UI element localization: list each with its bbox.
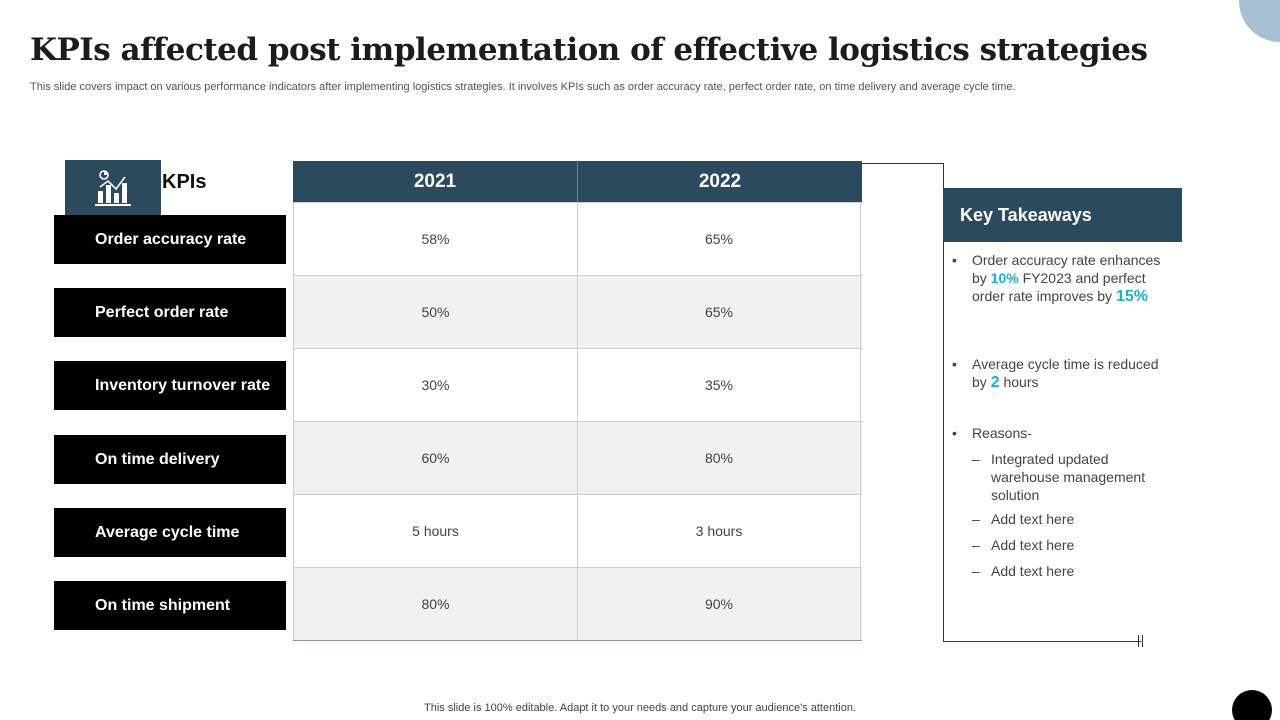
reason-text: Add text here [991,537,1075,553]
table-row: 5 hours 3 hours [293,494,862,567]
panel-end-tick [1138,635,1139,647]
table-cell: 80% [577,422,861,494]
table-cell: 80% [293,568,577,640]
column-header-2021: 2021 [413,170,457,192]
table-row: 58% 65% [293,202,862,275]
takeaway-panel-border [943,163,944,642]
kpi-label-order-accuracy: Order accuracy rate [54,215,286,264]
table-row: 60% 80% [293,421,862,494]
bullet-dot: • [952,356,957,372]
kpi-label-on-time-delivery: On time delivery [54,435,286,484]
table-cell: 3 hours [577,495,861,567]
highlight-value: 15% [1115,288,1148,305]
bullet-dot: • [952,252,957,268]
table-header: 2021 2022 [293,161,862,202]
kpi-label-perfect-order: Perfect order rate [54,288,286,337]
dash-marker: – [972,511,980,527]
takeaway-text: Order accuracy rate enhances by 10% FY20… [972,251,1162,306]
table-cell: 30% [293,349,577,421]
reason-text: Add text here [991,563,1075,579]
decorative-circle-top [1239,0,1280,42]
reason-text: Integrated updated warehouse management … [991,451,1146,503]
dash-marker: – [972,451,980,467]
dash-marker: – [972,563,980,579]
table-cell: 35% [577,349,861,421]
table-cell: 5 hours [293,495,577,567]
takeaway-text: Reasons- [972,425,1032,441]
table-row: 50% 65% [293,275,862,348]
page-title: KPIs affected post implementation of eff… [30,32,1148,68]
footer-note: This slide is 100% editable. Adapt it to… [424,702,856,714]
text-part: Order accuracy rate enhances by [972,252,1161,286]
text-part: FY2023 and perfect order rate improves b… [972,270,1146,304]
connector-line [862,163,943,164]
kpi-icon-box [65,160,161,215]
bullet-dot: • [952,425,957,441]
kpi-label-on-time-shipment: On time shipment [54,581,286,630]
table-row: 30% 35% [293,348,862,421]
kpi-table: 2021 2022 58% 65% 50% 65% 30% 35% 60% 80… [293,161,862,641]
table-cell: 65% [577,276,861,348]
kpi-label-average-cycle-time: Average cycle time [54,508,286,557]
table-row: 80% 90% [293,567,862,640]
table-cell: 50% [293,276,577,348]
kpi-label-inventory-turnover: Inventory turnover rate [54,361,286,410]
takeaway-panel-bottom [943,641,1141,642]
column-header-2022: 2022 [698,170,742,192]
table-cell: 60% [293,422,577,494]
highlight-value: 2 [990,374,1000,391]
text-part: Average cycle time is reduced by [972,356,1159,390]
highlight-value: 10% [990,270,1019,286]
header-divider [577,161,578,202]
takeaway-text: Average cycle time is reduced by 2 hours [972,355,1162,392]
table-cell: 58% [293,203,577,275]
table-cell: 90% [577,568,861,640]
table-cell: 65% [577,203,861,275]
bar-chart-icon [95,169,131,206]
kpi-header-label: KPIs [162,171,207,193]
page-subtitle: This slide covers impact on various perf… [30,81,1016,93]
reason-text: Add text here [991,511,1075,527]
text-part: hours [999,374,1039,390]
key-takeaways-heading: Key Takeaways [943,188,1182,242]
dash-marker: – [972,537,980,553]
decorative-circle-bottom [1232,690,1272,720]
panel-end-tick [1142,635,1143,647]
